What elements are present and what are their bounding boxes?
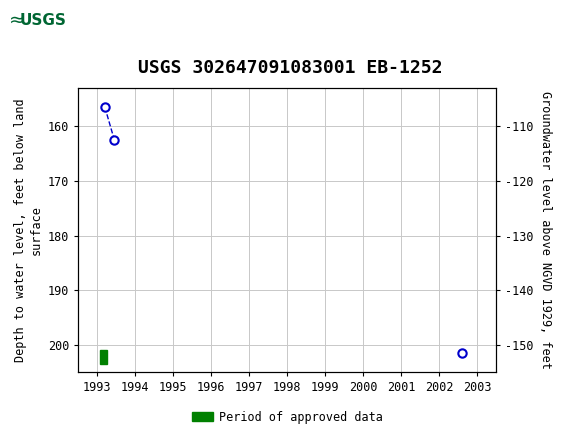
Y-axis label: Depth to water level, feet below land
surface: Depth to water level, feet below land su… <box>14 98 42 362</box>
Legend: Period of approved data: Period of approved data <box>187 406 387 428</box>
Y-axis label: Groundwater level above NGVD 1929, feet: Groundwater level above NGVD 1929, feet <box>539 91 552 369</box>
Text: USGS 302647091083001 EB-1252: USGS 302647091083001 EB-1252 <box>138 59 442 77</box>
Text: USGS: USGS <box>20 13 67 28</box>
Text: ≈: ≈ <box>9 11 25 30</box>
Bar <box>100 350 107 364</box>
Bar <box>6 4 81 37</box>
